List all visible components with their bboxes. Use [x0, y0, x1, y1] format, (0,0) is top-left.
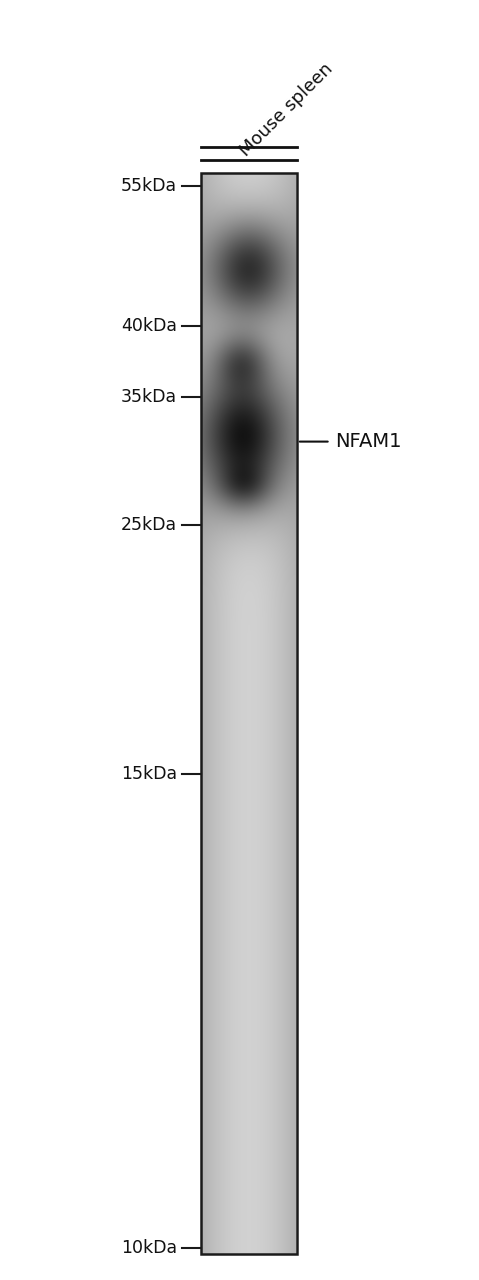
Text: 10kDa: 10kDa	[121, 1239, 177, 1257]
Bar	[201, 173, 297, 1254]
Text: 35kDa: 35kDa	[121, 388, 177, 406]
Text: 40kDa: 40kDa	[121, 317, 177, 335]
Text: Mouse spleen: Mouse spleen	[236, 60, 337, 160]
Text: 15kDa: 15kDa	[121, 765, 177, 783]
Text: 25kDa: 25kDa	[121, 516, 177, 534]
Text: NFAM1: NFAM1	[335, 433, 402, 451]
Text: 55kDa: 55kDa	[121, 177, 177, 195]
